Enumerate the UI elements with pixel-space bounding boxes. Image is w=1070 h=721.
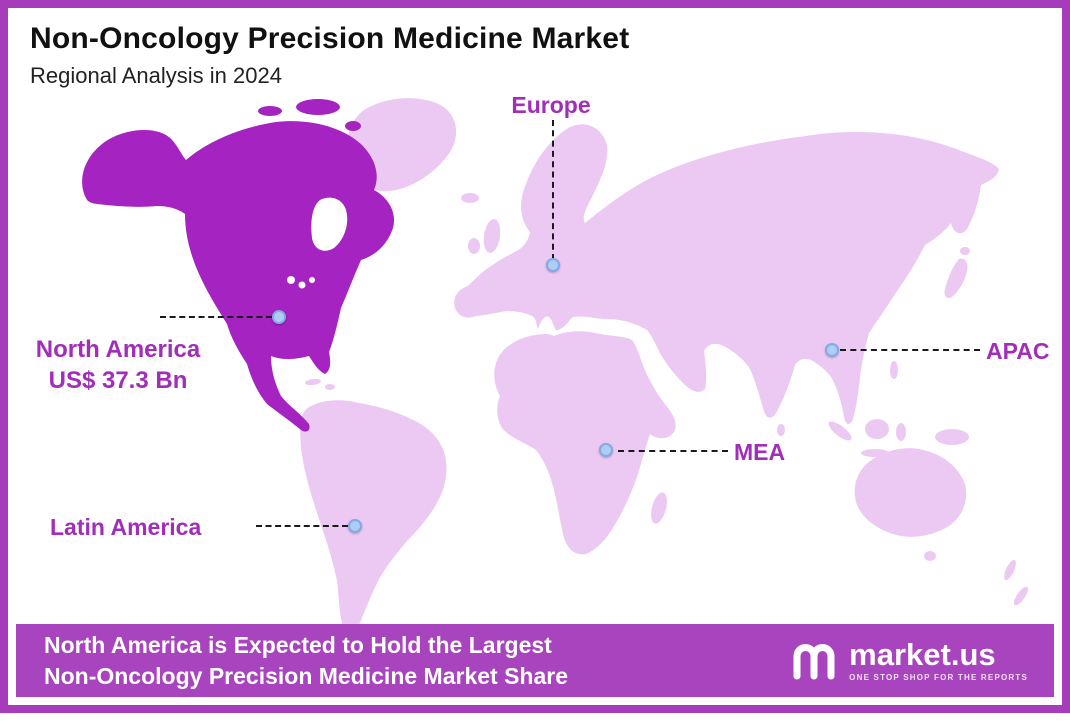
callout-line-mea (618, 450, 728, 452)
marker-europe (546, 258, 560, 272)
great-lake-3 (309, 277, 315, 283)
arctic-island-small (345, 121, 361, 131)
region-label-mea: MEA (734, 439, 786, 465)
marker-north-america (272, 310, 286, 324)
arctic-island-victoria (258, 106, 282, 116)
island-new-zealand-north (1004, 559, 1016, 581)
page-title: Non-Oncology Precision Medicine Market (30, 22, 630, 55)
brand-name: market.us (849, 636, 996, 672)
island-borneo (865, 419, 889, 439)
island-new-guinea (935, 429, 969, 445)
island-ireland (468, 238, 480, 254)
marker-mea (599, 443, 613, 457)
island-tasmania (924, 551, 936, 561)
island-iceland (461, 193, 479, 203)
region-label-north-america-name: North America (35, 336, 201, 363)
banner-headline-line1: North America is Expected to Hold the La… (44, 631, 552, 658)
island-sri-lanka (777, 424, 785, 436)
banner-headline-line2: Non-Oncology Precision Medicine Market S… (44, 662, 569, 689)
callout-line-latin-america (256, 525, 348, 527)
header: Non-Oncology Precision Medicine Market R… (30, 22, 629, 89)
region-label-europe: Europe (511, 92, 591, 118)
arctic-island-baffin (296, 99, 340, 115)
island-madagascar (651, 492, 667, 524)
island-sumatra (828, 421, 852, 441)
footer-banner: North America is Expected to Hold the La… (16, 624, 1054, 697)
island-japan (944, 258, 968, 299)
island-philippines (890, 361, 898, 379)
brand-lockup: market.us ONE STOP SHOP FOR THE REPORTS (789, 639, 1028, 683)
island-great-britain (483, 219, 501, 253)
hudson-bay (311, 197, 348, 251)
great-lake-1 (287, 276, 295, 284)
callout-line-europe (552, 120, 554, 260)
region-label-apac: APAC (986, 338, 1050, 364)
island-new-zealand-south (1013, 586, 1029, 606)
island-hokkaido (960, 247, 970, 255)
region-label-north-america: North America US$ 37.3 Bn (18, 334, 218, 396)
market-us-logo-icon (793, 643, 835, 679)
great-lake-2 (298, 281, 306, 289)
continent-africa (494, 331, 676, 555)
callout-line-north-america (160, 316, 272, 318)
region-value-north-america: US$ 37.3 Bn (48, 367, 188, 394)
callout-line-apac (840, 349, 980, 351)
island-java (861, 449, 889, 457)
island-cuba (305, 378, 321, 386)
continent-north-america (82, 121, 395, 432)
continent-south-america (300, 400, 447, 634)
continent-australia (854, 448, 967, 537)
brand-text-block: market.us ONE STOP SHOP FOR THE REPORTS (849, 636, 1028, 682)
marker-latin-america (348, 519, 362, 533)
brand-tagline: ONE STOP SHOP FOR THE REPORTS (849, 672, 1028, 682)
marker-apac (825, 343, 839, 357)
banner-headline: North America is Expected to Hold the La… (44, 630, 568, 692)
region-label-latin-america: Latin America (50, 514, 202, 540)
island-hispaniola (325, 384, 335, 390)
page-subtitle: Regional Analysis in 2024 (30, 63, 282, 88)
island-sulawesi (896, 423, 906, 441)
